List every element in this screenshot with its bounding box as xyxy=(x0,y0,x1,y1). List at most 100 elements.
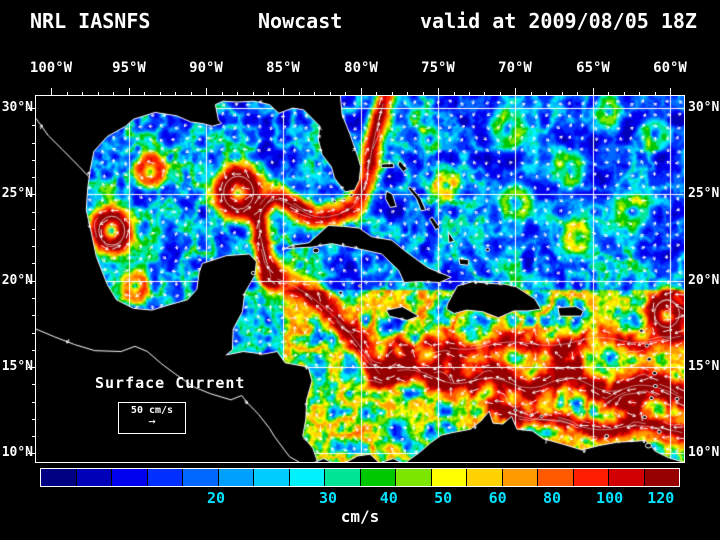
axis-tick xyxy=(514,88,516,95)
axis-tick xyxy=(576,92,578,95)
colorbar-segment xyxy=(431,469,466,486)
axis-tick xyxy=(50,88,52,95)
axis-tick xyxy=(205,88,207,95)
axis-tick xyxy=(453,92,455,95)
axis-tick xyxy=(28,366,35,368)
axis-tick xyxy=(329,92,331,95)
lat-tick-label: 15°N xyxy=(1,359,33,374)
axis-tick xyxy=(252,92,254,95)
colorbar-segment xyxy=(467,469,502,486)
surface-current-map-canvas xyxy=(36,96,684,462)
colorbar-segment xyxy=(644,469,679,486)
axis-tick xyxy=(375,92,377,95)
colorbar-tick-label: 120 xyxy=(647,489,675,507)
lat-tick-label: 30°N xyxy=(1,100,33,115)
lon-tick-label: 85°W xyxy=(266,60,300,76)
colorbar-segment xyxy=(183,469,218,486)
axis-tick xyxy=(561,92,563,95)
axis-tick xyxy=(406,92,408,95)
lon-tick-label: 90°W xyxy=(189,60,223,76)
colorbar-segment xyxy=(76,469,111,486)
axis-tick xyxy=(32,418,35,420)
colorbar-segment xyxy=(502,469,537,486)
axis-tick xyxy=(267,92,269,95)
axis-tick xyxy=(159,92,161,95)
lat-tick-label: 15°N xyxy=(688,359,720,374)
colorbar-segment xyxy=(147,469,182,486)
colorbar-segment xyxy=(41,469,76,486)
lat-tick-label: 20°N xyxy=(1,273,33,288)
colorbar-segment xyxy=(360,469,395,486)
axis-tick xyxy=(128,88,130,95)
axis-tick xyxy=(112,92,114,95)
axis-tick xyxy=(545,92,547,95)
axis-tick xyxy=(623,92,625,95)
lon-tick-label: 95°W xyxy=(112,60,146,76)
colorbar-tick-label: 100 xyxy=(596,489,624,507)
axis-tick xyxy=(499,92,501,95)
colorbar-segment xyxy=(218,469,253,486)
axis-tick xyxy=(221,92,223,95)
axis-tick xyxy=(32,314,35,316)
axis-tick xyxy=(32,435,35,437)
colorbar-tick-labels: 20 30 40 50 60 80 100 120 xyxy=(40,489,680,507)
lon-tick-label: 80°W xyxy=(344,60,378,76)
colorbar-segment xyxy=(112,469,147,486)
colorbar-segment xyxy=(254,469,289,486)
colorbar-tick-label: 30 xyxy=(318,489,338,507)
axis-tick xyxy=(28,193,35,195)
colorbar-tick-label: 60 xyxy=(488,489,507,507)
axis-tick xyxy=(391,92,393,95)
axis-tick xyxy=(32,383,35,385)
axis-tick xyxy=(313,92,315,95)
axis-tick xyxy=(483,92,485,95)
model-name: NRL IASNFS xyxy=(30,9,151,33)
axis-tick xyxy=(32,332,35,334)
colorbar-segment xyxy=(396,469,431,486)
axis-tick xyxy=(638,92,640,95)
lat-tick-label: 20°N xyxy=(688,273,720,288)
axis-tick xyxy=(32,262,35,264)
axis-tick xyxy=(422,92,424,95)
map-annotation-surface-current: Surface Current xyxy=(95,374,246,392)
axis-tick xyxy=(236,92,238,95)
colorbar-segment xyxy=(289,469,324,486)
colorbar-segment xyxy=(538,469,573,486)
map-frame xyxy=(35,95,685,463)
colorbar xyxy=(40,468,680,487)
axis-tick xyxy=(344,92,346,95)
axis-tick xyxy=(66,92,68,95)
lon-tick-label: 70°W xyxy=(498,60,532,76)
lat-tick-label: 10°N xyxy=(688,445,720,460)
axis-tick xyxy=(360,88,362,95)
lat-tick-label: 10°N xyxy=(1,445,33,460)
axis-tick xyxy=(298,92,300,95)
axis-tick xyxy=(190,92,192,95)
lon-tick-label: 65°W xyxy=(576,60,610,76)
lat-tick-label: 25°N xyxy=(688,186,720,201)
colorbar-segment xyxy=(609,469,644,486)
axis-tick xyxy=(32,401,35,403)
axis-tick xyxy=(32,142,35,144)
axis-tick xyxy=(28,280,35,282)
axis-tick xyxy=(32,297,35,299)
axis-tick xyxy=(32,124,35,126)
lat-tick-label: 30°N xyxy=(688,100,720,115)
colorbar-tick-label: 40 xyxy=(379,489,398,507)
axis-tick xyxy=(32,176,35,178)
axis-tick xyxy=(437,88,439,95)
axis-tick xyxy=(143,92,145,95)
axis-tick xyxy=(468,92,470,95)
axis-tick xyxy=(607,92,609,95)
axis-tick xyxy=(282,88,284,95)
axis-tick xyxy=(28,107,35,109)
axis-tick xyxy=(32,349,35,351)
colorbar-tick-label: 80 xyxy=(542,489,562,507)
axis-tick xyxy=(32,211,35,213)
axis-tick xyxy=(32,245,35,247)
lat-tick-label: 25°N xyxy=(1,186,33,201)
axis-tick xyxy=(81,92,83,95)
axis-tick xyxy=(28,452,35,454)
axis-tick xyxy=(530,92,532,95)
